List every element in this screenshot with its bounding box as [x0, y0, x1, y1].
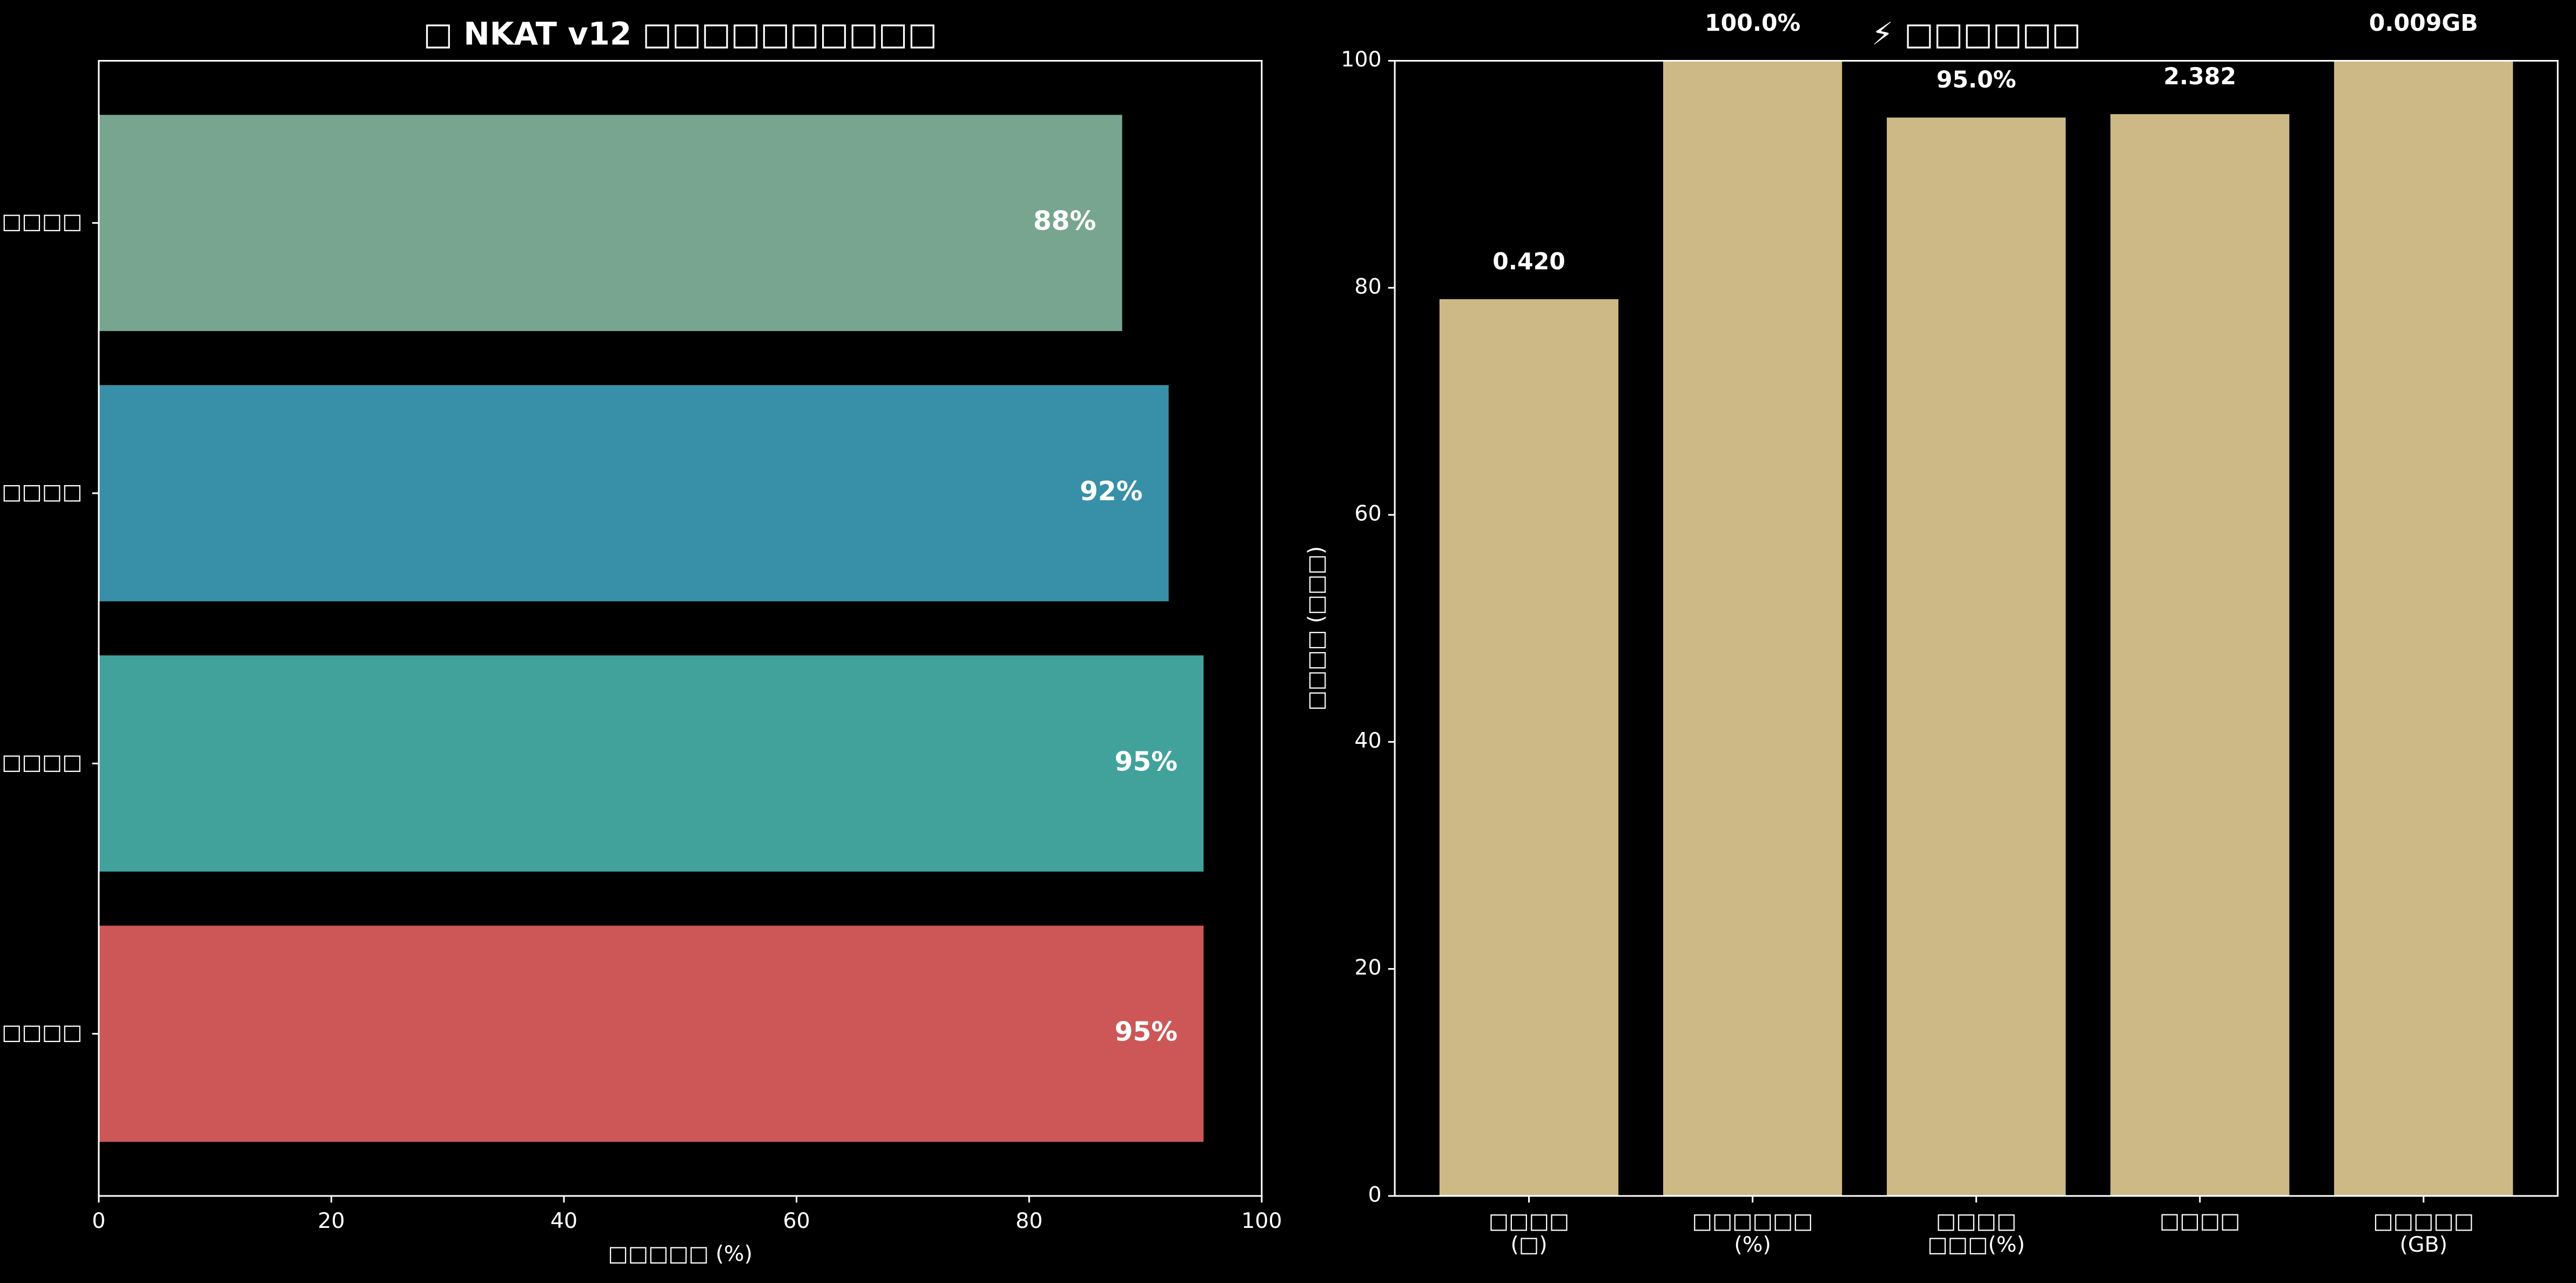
bar: [98, 925, 1204, 1142]
bar: [2110, 114, 2290, 1196]
y-tick-label: □□□□: [2, 750, 82, 775]
bar: [1887, 117, 2066, 1196]
annotation: 95.0%: [1936, 66, 2016, 93]
bar: [98, 385, 1169, 602]
y-tick-label: □□□□□: [0, 480, 82, 505]
annotation: 2.382: [2163, 63, 2236, 90]
y-tick-label: 80: [1355, 274, 1382, 299]
x-axis-label: □□□□□ (%): [608, 1241, 753, 1266]
y-tick-label: 40: [1355, 728, 1382, 753]
annotation: 0.420: [1492, 248, 1565, 275]
bar: [98, 115, 1122, 331]
y-tick-label: 60: [1355, 501, 1382, 526]
x-tick-label: 100: [1241, 1208, 1282, 1233]
annotation: 100.0%: [1705, 10, 1800, 37]
x-tick-label: 40: [550, 1208, 577, 1233]
axes-frame: [98, 59, 1263, 1197]
x-tick-label: □□□□ □□□(%): [1927, 1208, 2025, 1257]
x-tick-label: 20: [318, 1208, 345, 1233]
axes-frame: [1394, 59, 2559, 1197]
y-tick-label: □□□□: [2, 209, 82, 234]
x-tick-label: 80: [1015, 1208, 1042, 1233]
value-label: 92%: [1080, 476, 1142, 507]
chart-title: □ NKAT v12 □□□□□□□□□□: [423, 16, 937, 52]
y-axis-label: □□□□ (□□□): [1304, 546, 1329, 711]
x-tick-label: □□□□□ (GB): [2373, 1208, 2474, 1257]
x-tick-label: □□□□: [2160, 1208, 2240, 1233]
annotation: 0.009GB: [2369, 10, 2478, 37]
value-label: 88%: [1033, 206, 1096, 237]
x-tick-label: 0: [92, 1208, 105, 1233]
bar: [1663, 61, 1842, 1196]
y-tick-label: 100: [1341, 47, 1381, 72]
y-tick-label: 20: [1355, 955, 1382, 980]
x-tick-label: 60: [783, 1208, 810, 1233]
y-tick-label: 0: [1368, 1182, 1382, 1207]
bar: [1439, 299, 1619, 1196]
value-label: 95%: [1115, 747, 1178, 777]
x-tick-label: □□□□ (□): [1489, 1208, 1569, 1257]
y-tick-label: □□□□: [2, 1020, 82, 1045]
bar: [98, 655, 1204, 872]
x-tick-label: □□□□□□ (%): [1692, 1208, 1813, 1257]
value-label: 95%: [1115, 1017, 1178, 1047]
bar: [2334, 61, 2513, 1196]
chart-title: ⚡ □□□□□□: [1872, 16, 2081, 52]
